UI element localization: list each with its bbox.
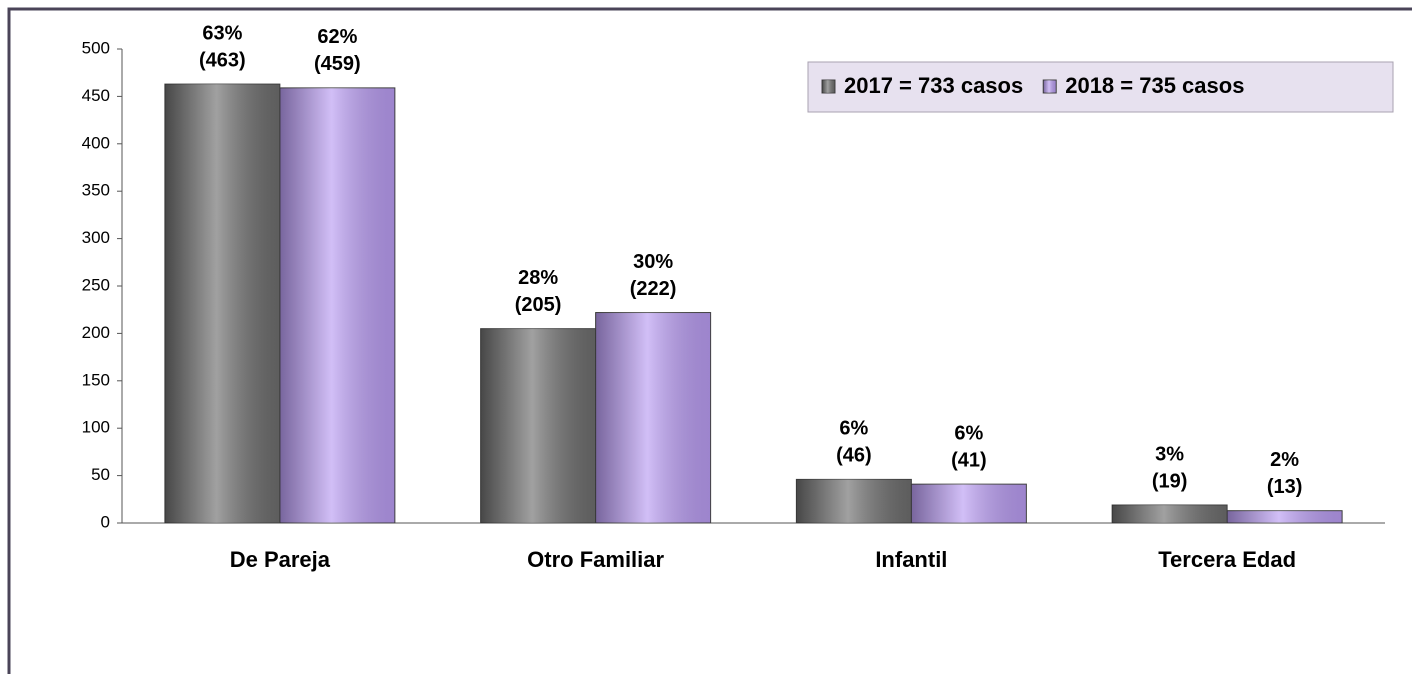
legend-swatch-shine bbox=[1043, 80, 1057, 93]
percent-label: 28% bbox=[518, 267, 558, 289]
x-tick-label: Otro Familiar bbox=[527, 547, 664, 572]
y-tick-label: 350 bbox=[82, 181, 110, 200]
y-tick-label: 0 bbox=[101, 512, 110, 531]
x-tick-label: Infantil bbox=[875, 547, 947, 572]
y-tick-label: 500 bbox=[82, 38, 110, 57]
bar-shine bbox=[911, 484, 1027, 523]
data-label: (41) bbox=[951, 449, 987, 471]
data-label: (205) bbox=[515, 294, 562, 316]
legend-swatch-shine bbox=[822, 80, 835, 93]
percent-label: 62% bbox=[317, 26, 357, 48]
y-tick-label: 250 bbox=[82, 275, 110, 294]
data-label: (13) bbox=[1267, 476, 1303, 498]
y-tick-label: 300 bbox=[82, 228, 110, 247]
data-label: (459) bbox=[314, 53, 361, 75]
legend-label: 2018 = 735 casos bbox=[1065, 73, 1244, 98]
percent-label: 30% bbox=[633, 251, 673, 273]
bar-shine bbox=[595, 312, 711, 523]
bar-shine bbox=[164, 84, 280, 524]
y-tick-label: 400 bbox=[82, 133, 110, 152]
bar-shine bbox=[1227, 510, 1343, 523]
percent-label: 63% bbox=[202, 22, 242, 44]
y-tick-label: 200 bbox=[82, 323, 110, 342]
bar-shine bbox=[279, 87, 395, 524]
x-tick-label: De Pareja bbox=[230, 547, 331, 572]
bar-shine bbox=[796, 479, 912, 523]
frame bbox=[7, 7, 1412, 674]
percent-label: 2% bbox=[1270, 449, 1299, 471]
y-tick-label: 150 bbox=[82, 370, 110, 389]
bar-shine bbox=[480, 328, 596, 523]
y-tick-label: 50 bbox=[91, 465, 110, 484]
data-label: (46) bbox=[836, 445, 872, 467]
bar-shine bbox=[1112, 504, 1228, 523]
y-tick-label: 450 bbox=[82, 86, 110, 105]
legend-label: 2017 = 733 casos bbox=[844, 73, 1023, 98]
percent-label: 6% bbox=[839, 418, 868, 440]
data-label: (463) bbox=[199, 49, 246, 71]
data-label: (222) bbox=[630, 278, 677, 300]
percent-label: 3% bbox=[1155, 443, 1184, 465]
y-tick-label: 100 bbox=[82, 418, 110, 437]
percent-label: 6% bbox=[954, 422, 983, 444]
legend-box bbox=[807, 61, 1394, 113]
data-label: (19) bbox=[1152, 470, 1188, 492]
x-tick-label: Tercera Edad bbox=[1158, 547, 1296, 572]
